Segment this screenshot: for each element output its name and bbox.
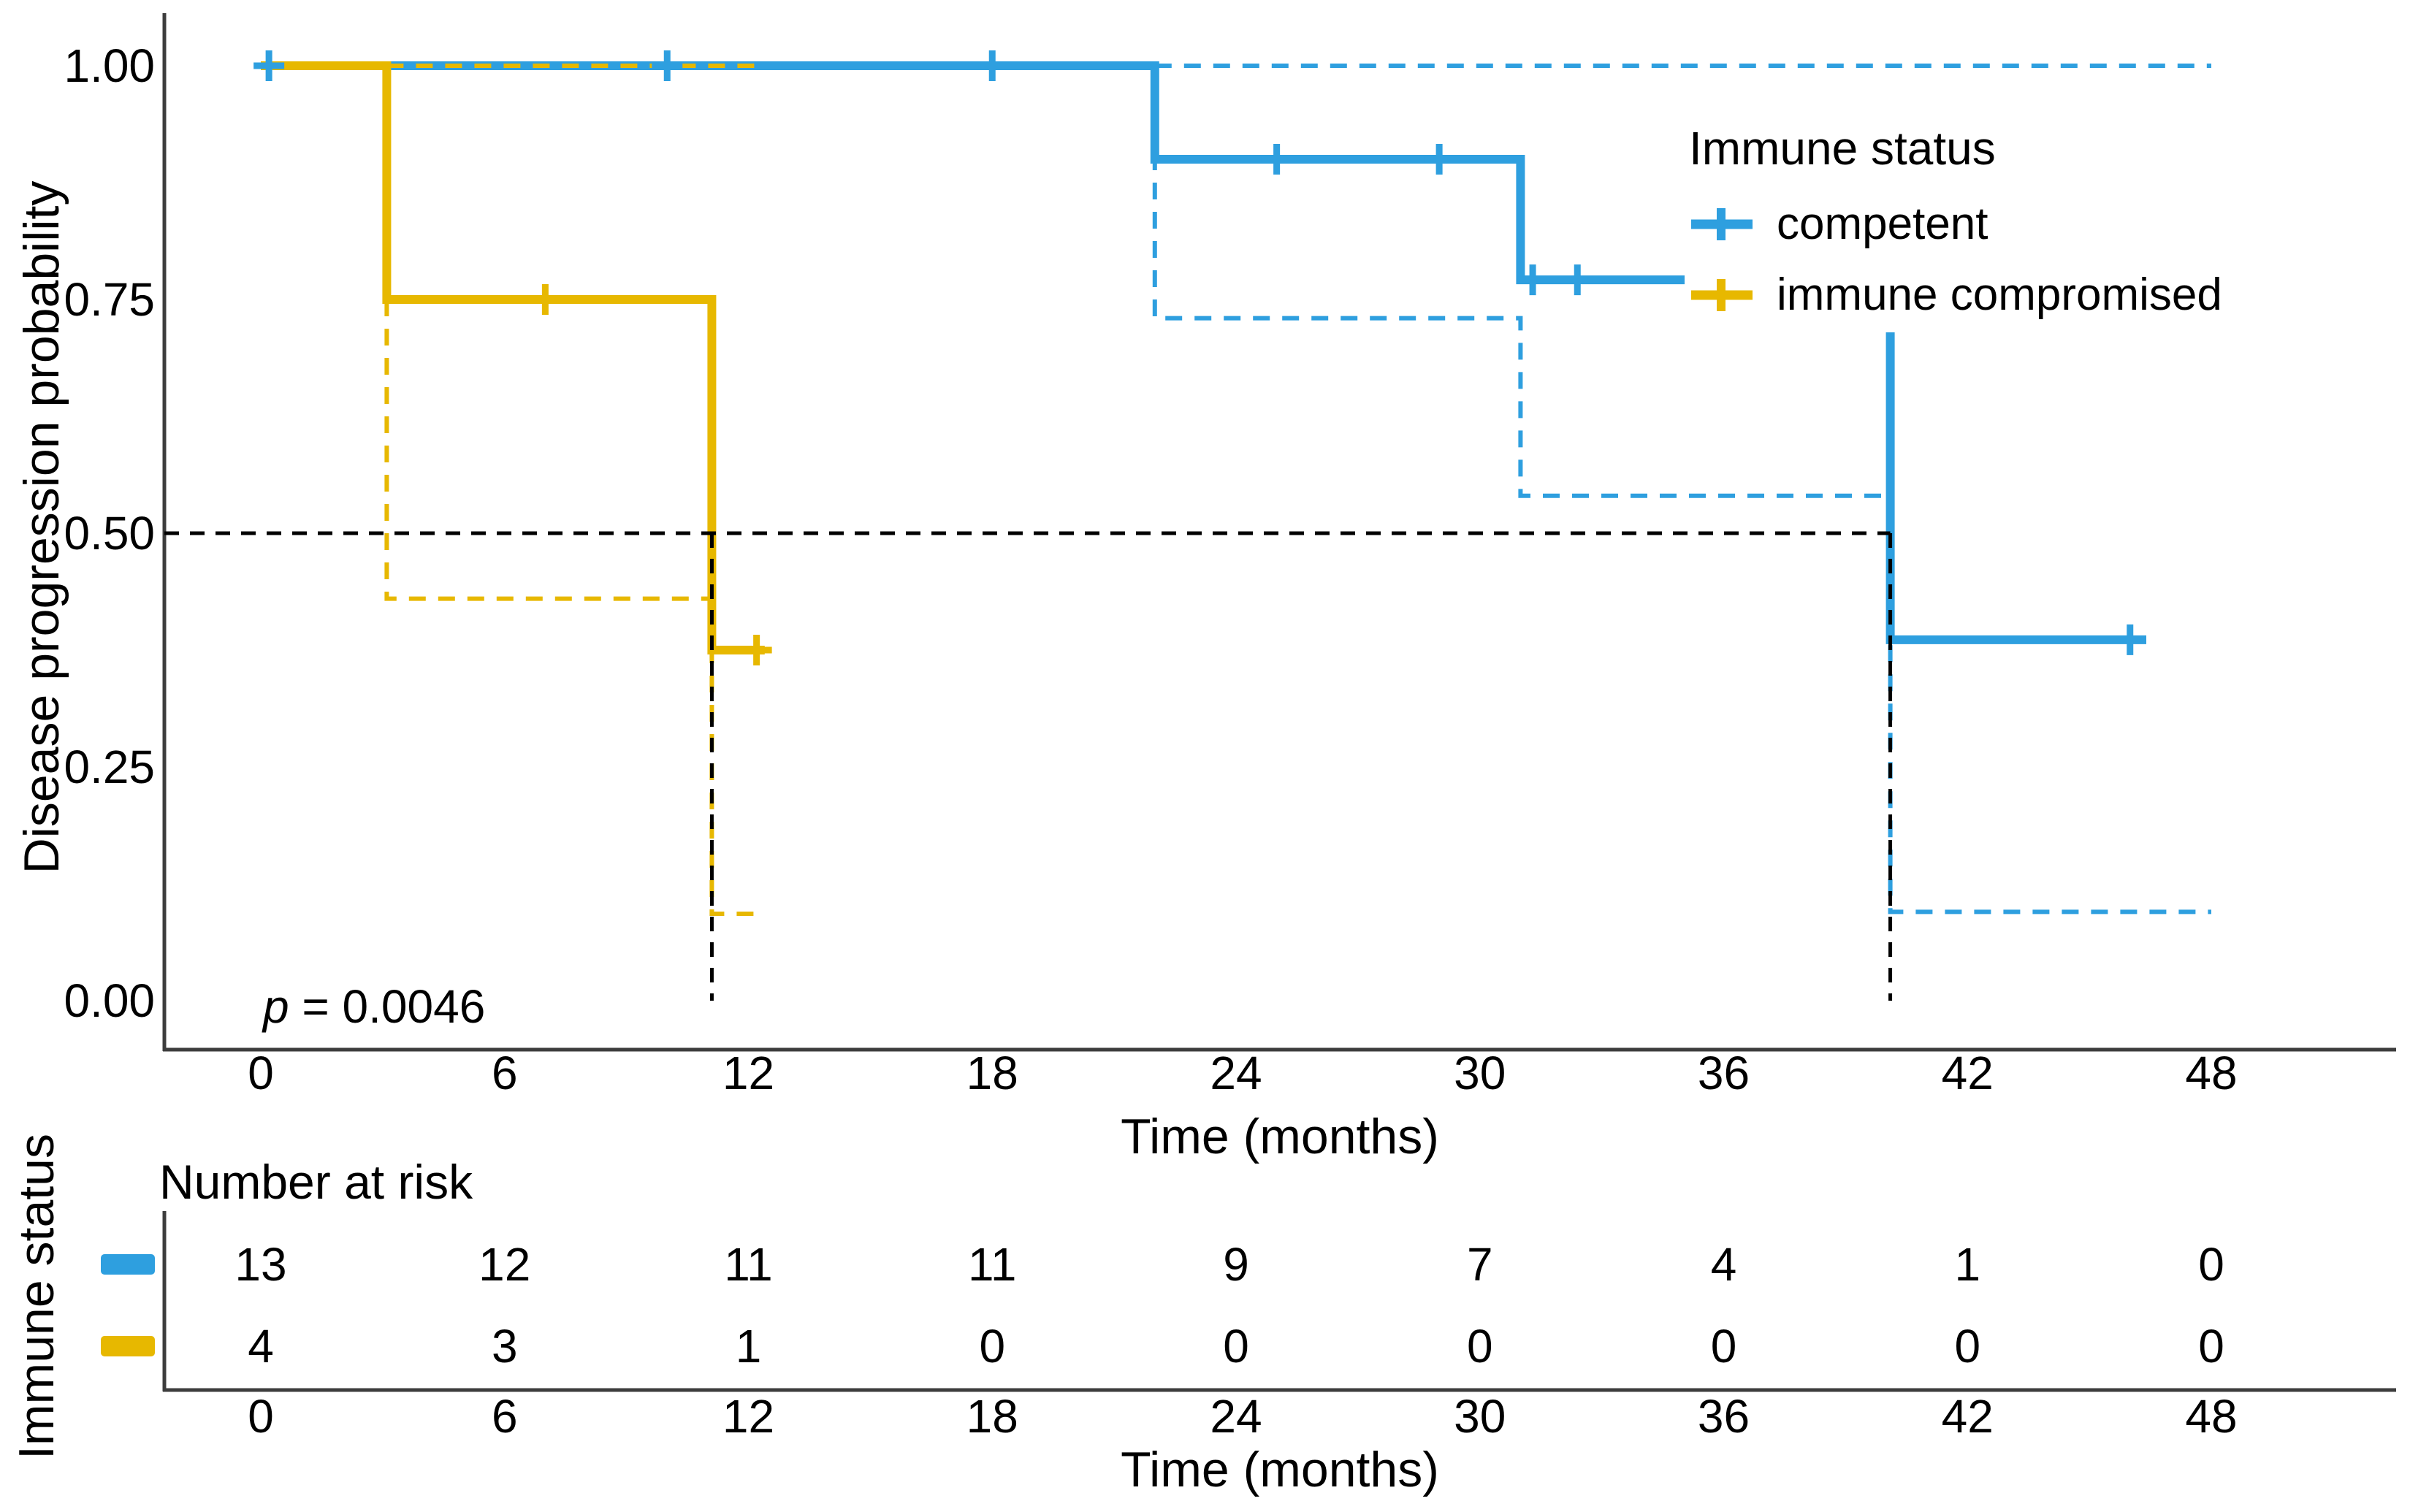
risk-count-row0-t36: 4 [1710,1238,1737,1291]
risk-count-row1-t48: 0 [2198,1320,2224,1372]
risk-x-tick-label-5: 30 [1454,1390,1506,1443]
risk-x-tick-label-2: 12 [722,1390,775,1443]
censor-cross-icon-competent-7 [2114,624,2146,655]
risk-count-row1-t12: 1 [735,1320,762,1372]
censor-cross-icon-competent-1 [652,50,683,81]
x-tick-label-5: 30 [1454,1047,1506,1099]
x-tick-label-3: 18 [966,1047,1018,1099]
risk-count-row1-t0: 4 [248,1320,274,1372]
risk-count-row0-t24: 9 [1223,1238,1249,1291]
x-tick-label-4: 24 [1210,1047,1262,1099]
p-value-number: = 0.0046 [289,980,486,1033]
risk-count-row1-t42: 0 [1954,1320,1981,1372]
risk-count-row1-t18: 0 [979,1320,1006,1372]
y-tick-label-3: 0.25 [64,741,155,793]
x-tick-label-0: 0 [248,1047,274,1099]
y-tick-label-2: 0.50 [64,507,155,560]
x-tick-label-7: 42 [1941,1047,1994,1099]
risk-count-row0-t6: 12 [478,1238,531,1291]
risk-count-row0-t18: 11 [968,1238,1017,1291]
censor-cross-icon-immune-compromised-0 [530,284,561,315]
censor-cross-icon-competent-3 [1261,144,1292,175]
censor-cross-icon-competent-4 [1424,144,1455,175]
risk-count-row0-t0: 13 [234,1238,287,1291]
censor-cross-icon-competent-5 [1517,264,1549,296]
survival-curve-competent [261,61,2146,644]
risk-row-swatch-0 [101,1254,155,1275]
risk-table-title: Number at risk [159,1155,473,1209]
risk-count-row1-t36: 0 [1710,1320,1737,1372]
risk-x-tick-label-4: 24 [1210,1390,1262,1443]
risk-count-row1-t24: 0 [1223,1320,1249,1372]
x-tick-label-2: 12 [722,1047,775,1099]
censor-cross-icon-competent-0 [253,50,285,81]
y-tick-label-1: 0.75 [64,273,155,326]
x-tick-label-1: 6 [491,1047,518,1099]
survival-curve-immune-compromised [261,61,765,654]
legend-background [1685,110,2294,332]
risk-x-tick-label-1: 6 [491,1390,518,1443]
risk-count-row0-t48: 0 [2198,1238,2224,1291]
risk-count-row0-t30: 7 [1466,1238,1493,1291]
y-tick-label-4: 0.00 [64,974,155,1027]
risk-x-tick-label-0: 0 [248,1390,274,1443]
risk-count-row0-t42: 1 [1954,1238,1981,1291]
y-tick-label-0: 1.00 [64,39,155,92]
legend-label-immune-compromised: immune compromised [1777,270,2222,320]
x-tick-label-8: 48 [2185,1047,2238,1099]
risk-count-row1-t30: 0 [1466,1320,1493,1372]
p-value-symbol: p [263,980,289,1033]
risk-table-group-axis-title: Immune status [9,1134,64,1459]
risk-x-tick-label-3: 18 [966,1390,1018,1443]
censor-cross-icon-competent-2 [977,50,1008,81]
x-tick-label-6: 36 [1697,1047,1750,1099]
p-value-annotation: p = 0.0046 [263,983,485,1030]
risk-table-x-axis-title: Time (months) [1121,1442,1439,1497]
censor-cross-icon-immune-compromised-1 [741,635,772,665]
risk-x-tick-label-8: 48 [2185,1390,2238,1443]
risk-row-swatch-1 [101,1336,155,1356]
risk-x-tick-label-6: 36 [1697,1390,1750,1443]
risk-count-row0-t12: 11 [724,1238,773,1291]
ci-lower-competent [1152,66,2211,915]
censor-cross-icon-competent-6 [1562,264,1593,296]
y-axis-title: Disease progression probability [14,180,69,874]
risk-x-tick-label-7: 42 [1941,1390,1994,1443]
risk-count-row1-t6: 3 [491,1320,518,1372]
legend-title: Immune status [1689,122,1996,175]
x-axis-title: Time (months) [1121,1109,1439,1164]
legend-label-competent: competent [1777,199,1988,249]
